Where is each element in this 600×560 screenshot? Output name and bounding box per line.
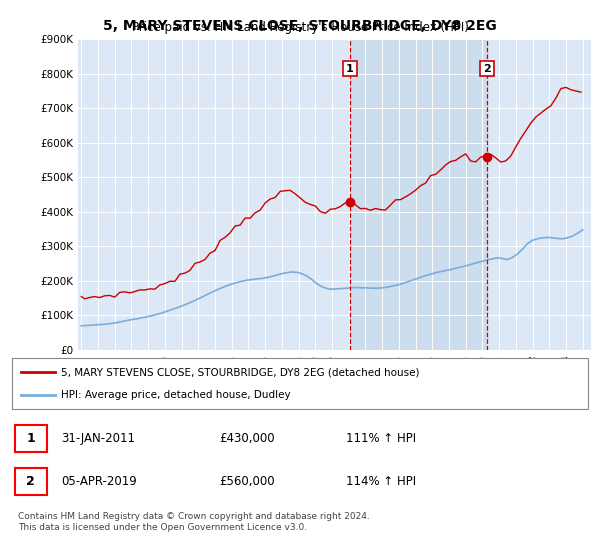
FancyBboxPatch shape <box>15 426 47 451</box>
Text: 2: 2 <box>26 475 35 488</box>
Text: £560,000: £560,000 <box>220 475 275 488</box>
Text: 1: 1 <box>346 63 354 73</box>
Text: 31-JAN-2011: 31-JAN-2011 <box>61 432 135 445</box>
Bar <box>350 39 487 350</box>
Text: 111% ↑ HPI: 111% ↑ HPI <box>346 432 416 445</box>
FancyBboxPatch shape <box>12 358 588 409</box>
Text: Contains HM Land Registry data © Crown copyright and database right 2024.
This d: Contains HM Land Registry data © Crown c… <box>18 512 370 531</box>
Text: 114% ↑ HPI: 114% ↑ HPI <box>346 475 416 488</box>
Text: 1: 1 <box>26 432 35 445</box>
FancyBboxPatch shape <box>15 469 47 494</box>
Text: 2: 2 <box>483 63 491 73</box>
Text: Price paid vs. HM Land Registry's House Price Index (HPI): Price paid vs. HM Land Registry's House … <box>131 21 469 34</box>
Text: 5, MARY STEVENS CLOSE, STOURBRIDGE, DY8 2EG: 5, MARY STEVENS CLOSE, STOURBRIDGE, DY8 … <box>103 19 497 33</box>
Text: HPI: Average price, detached house, Dudley: HPI: Average price, detached house, Dudl… <box>61 390 290 400</box>
Text: 5, MARY STEVENS CLOSE, STOURBRIDGE, DY8 2EG (detached house): 5, MARY STEVENS CLOSE, STOURBRIDGE, DY8 … <box>61 367 419 377</box>
Text: 05-APR-2019: 05-APR-2019 <box>61 475 137 488</box>
Text: £430,000: £430,000 <box>220 432 275 445</box>
